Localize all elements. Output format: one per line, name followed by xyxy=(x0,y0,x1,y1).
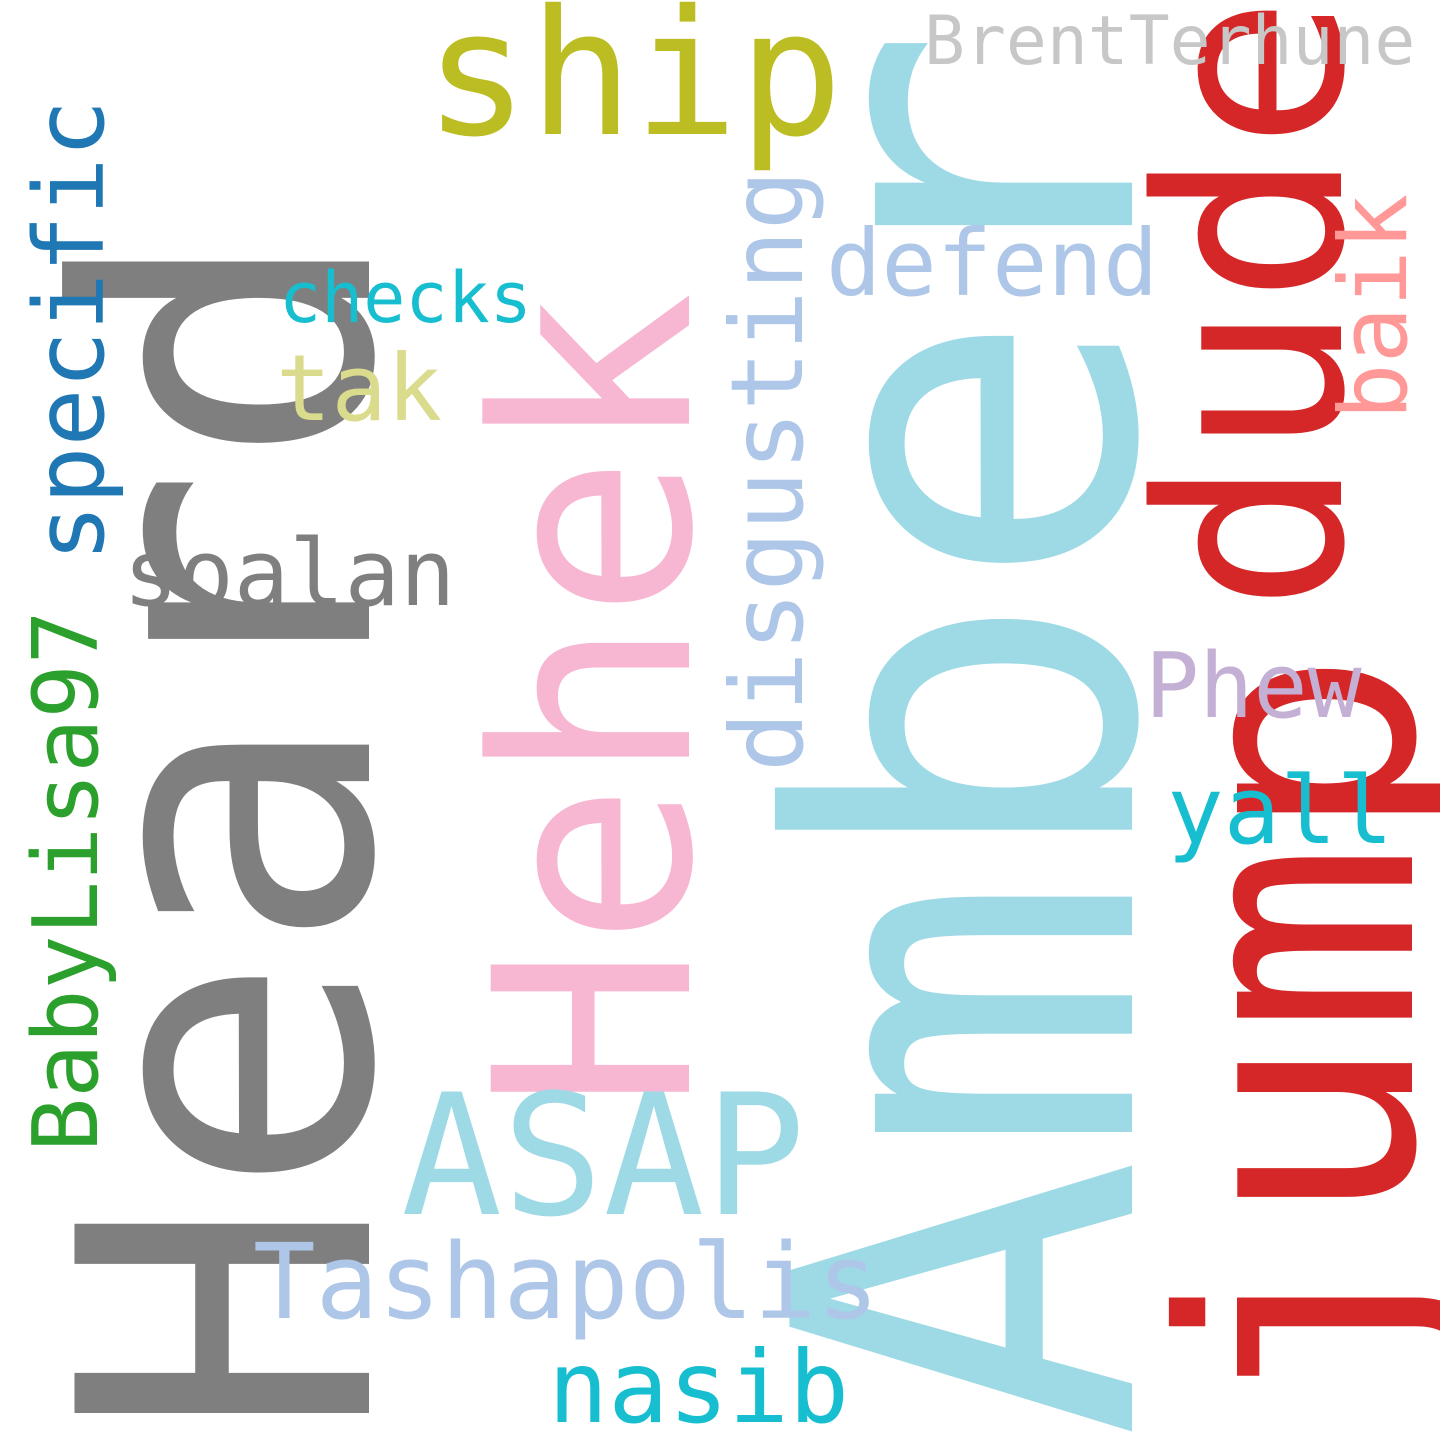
word-hehek: Hehek xyxy=(438,291,754,1110)
word-defend: defend xyxy=(826,210,1159,317)
word-ship: ship xyxy=(424,0,844,176)
word-phew: Phew xyxy=(1145,634,1362,739)
word-checks: checks xyxy=(279,257,532,339)
word-soalan: soalan xyxy=(123,520,456,627)
word-specific: specific xyxy=(14,99,126,562)
word-tashapolis: Tashapolis xyxy=(253,1221,880,1343)
word-yall: yall xyxy=(1167,757,1394,866)
word-asap: ASAP xyxy=(401,1058,806,1254)
word-brentterhune: BrentTerhune xyxy=(924,2,1416,81)
word-disgusting: disgusting xyxy=(709,169,826,772)
word-tak: tak xyxy=(276,335,443,442)
word-nasib: nasib xyxy=(548,1329,850,1440)
word-babylisa97: BabyLisa97 xyxy=(14,610,119,1152)
word-baik: baik xyxy=(1320,193,1429,420)
